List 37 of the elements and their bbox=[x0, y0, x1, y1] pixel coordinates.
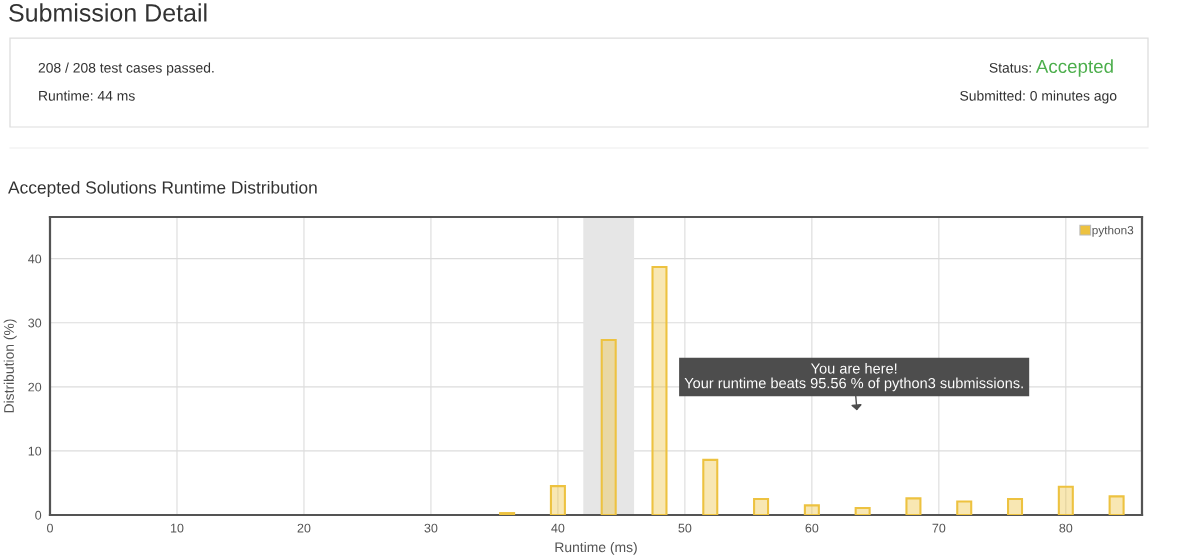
bar bbox=[651, 265, 668, 515]
bar bbox=[702, 458, 719, 515]
y-axis-title: Distribution (%) bbox=[3, 319, 17, 413]
y-tick-label: 0 bbox=[35, 510, 42, 520]
bar bbox=[803, 504, 820, 515]
x-tick-label: 70 bbox=[932, 523, 946, 533]
y-tick-label: 10 bbox=[28, 446, 42, 456]
x-tick-label: 80 bbox=[1059, 523, 1073, 533]
text: Accepted bbox=[1035, 59, 1113, 77]
x-tick-label: 30 bbox=[424, 523, 438, 533]
x-tick-label: 50 bbox=[678, 523, 692, 533]
x-axis-title: Runtime (ms) bbox=[555, 541, 637, 555]
bar bbox=[753, 497, 770, 515]
bar bbox=[1108, 495, 1125, 515]
x-tick-label: 10 bbox=[170, 523, 184, 533]
y-tick-label: 40 bbox=[28, 254, 42, 264]
y-tick-label: 30 bbox=[28, 318, 42, 328]
text: 208 / 208 test cases passed. bbox=[38, 62, 214, 76]
x-tick-label: 60 bbox=[805, 523, 819, 533]
x-tick-label: 0 bbox=[47, 523, 53, 533]
bar bbox=[956, 500, 973, 515]
chart-title: Accepted Solutions Runtime Distribution bbox=[8, 180, 317, 198]
x-tick-label: 40 bbox=[551, 523, 565, 533]
text: Status: bbox=[989, 62, 1031, 73]
bar bbox=[600, 339, 617, 515]
bar bbox=[905, 497, 922, 515]
legend-label: python3 bbox=[1092, 225, 1134, 237]
bar bbox=[1007, 497, 1024, 515]
x-tick-label: 20 bbox=[297, 523, 311, 533]
annotation: You are here! Your runtime beats 95.56 % of python3 submissions. bbox=[684, 362, 1023, 392]
bar bbox=[854, 506, 871, 515]
bar bbox=[549, 485, 566, 515]
bar bbox=[1057, 485, 1074, 515]
text: Submission Detail bbox=[9, 3, 207, 22]
text: Submitted: 0 minutes ago bbox=[960, 90, 1117, 104]
text: Runtime: 44 ms bbox=[39, 90, 135, 101]
y-tick-label: 20 bbox=[28, 382, 42, 392]
